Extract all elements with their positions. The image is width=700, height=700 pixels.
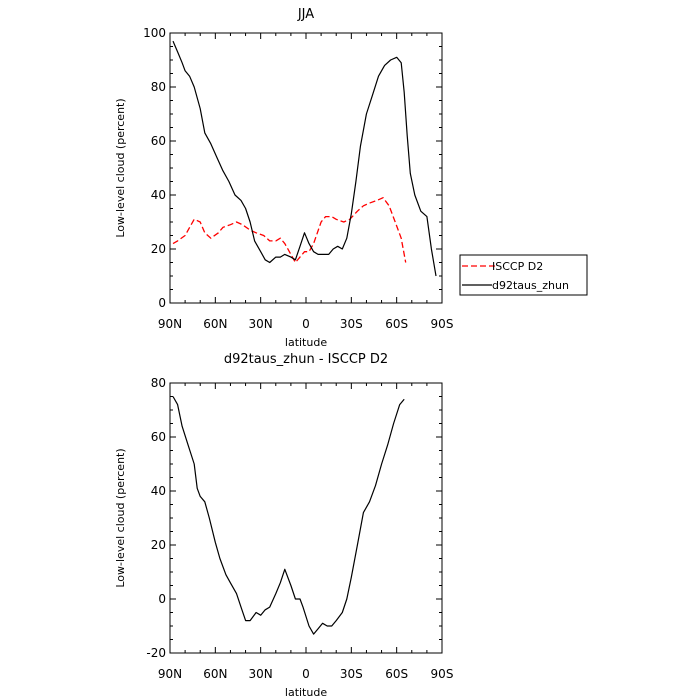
x-tick-label: 90S <box>431 317 454 331</box>
chart-top-y-tick-labels: 0 20 40 60 80 100 <box>143 26 166 310</box>
y-tick-label: 40 <box>151 188 166 202</box>
x-tick-label: 0 <box>302 317 310 331</box>
chart-bottom: d92taus_zhun - ISCCP D2 -20 0 20 40 60 80 90N… <box>114 352 453 699</box>
x-tick-label: 90N <box>158 667 182 681</box>
y-tick-label: 80 <box>151 80 166 94</box>
x-tick-label: 60N <box>203 317 227 331</box>
chart-bottom-y-axis-label: Low-level cloud (percent) <box>114 448 127 587</box>
y-tick-label: 80 <box>151 376 166 390</box>
chart-top-x-axis-label: latitude <box>285 336 327 349</box>
chart-bottom-title: d92taus_zhun - ISCCP D2 <box>224 352 388 367</box>
chart-bottom-ticks <box>169 382 443 654</box>
x-tick-label: 60N <box>203 667 227 681</box>
y-tick-label: 60 <box>151 134 166 148</box>
y-tick-label: 20 <box>151 538 166 552</box>
y-tick-label: 40 <box>151 484 166 498</box>
chart-bottom-lines <box>172 396 405 635</box>
x-tick-label: 60S <box>385 667 408 681</box>
y-tick-label: 0 <box>158 592 166 606</box>
y-tick-label: 60 <box>151 430 166 444</box>
legend-label-isccp-d2: ISCCP D2 <box>492 260 543 273</box>
chart-bottom-x-tick-labels: 90N 60N 30N 0 30S 60S 90S <box>158 667 454 681</box>
x-tick-label: 60S <box>385 317 408 331</box>
x-tick-label: 30N <box>249 317 273 331</box>
chart-top-ticks <box>169 32 443 304</box>
chart-top-frame <box>169 32 443 304</box>
y-tick-label: -20 <box>146 646 166 660</box>
x-tick-label: 30S <box>340 317 363 331</box>
chart-top-y-axis-label: Low-level cloud (percent) <box>114 98 127 237</box>
series-line-isccp-d2 <box>172 197 407 264</box>
series-line-d92taus-zhun <box>172 40 437 277</box>
chart-top-lines <box>172 40 437 277</box>
x-tick-label: 90S <box>431 667 454 681</box>
chart-bottom-y-tick-labels: -20 0 20 40 60 80 <box>146 376 166 660</box>
chart-top-x-tick-labels: 90N 60N 30N 0 30S 60S 90S <box>158 317 454 331</box>
series-line-difference-0 <box>172 396 405 635</box>
x-tick-label: 30S <box>340 667 363 681</box>
y-tick-label: 100 <box>143 26 166 40</box>
chart-bottom-x-axis-label: latitude <box>285 686 327 699</box>
legend-box <box>459 254 588 296</box>
chart-top: JJA 0 20 40 60 80 100 90N 60N 30N 0 30S 60S 90S Low… <box>114 7 588 349</box>
x-tick-label: 90N <box>158 317 182 331</box>
y-tick-label: 20 <box>151 242 166 256</box>
chart-bottom-frame <box>169 382 443 654</box>
x-tick-label: 30N <box>249 667 273 681</box>
chart-top-legend: ISCCP D2 d92taus_zhun <box>459 254 588 296</box>
x-tick-label: 0 <box>302 667 310 681</box>
y-tick-label: 0 <box>158 296 166 310</box>
legend-label-d92taus-zhun: d92taus_zhun <box>492 279 569 292</box>
chart-top-title: JJA <box>297 7 314 22</box>
